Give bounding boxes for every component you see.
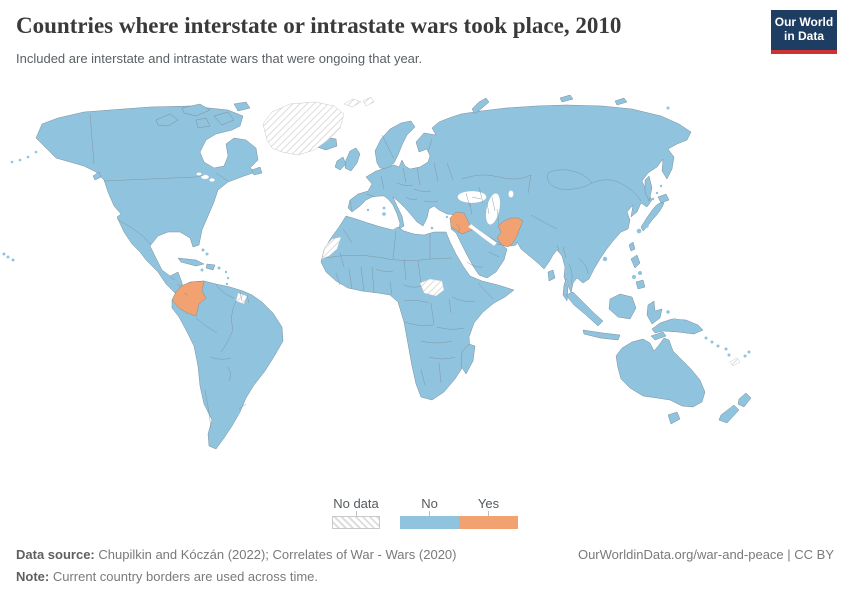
legend-category-no: No <box>400 497 459 529</box>
landmass-south-america[interactable] <box>171 280 284 450</box>
island-severnaya[interactable] <box>559 94 574 103</box>
country-borders-layer <box>89 113 642 429</box>
great-lakes-2 <box>208 177 215 182</box>
island-newfoundland[interactable] <box>251 166 263 176</box>
page-title: Countries where interstate or intrastate… <box>16 13 622 38</box>
owid-logo-line1: Our World <box>774 15 834 29</box>
footer-link[interactable]: OurWorldinData.org/war-and-peace | CC BY <box>577 547 834 562</box>
caspian-sea <box>485 193 501 225</box>
legend-yes-swatch[interactable] <box>459 516 518 529</box>
island-mindanao[interactable] <box>635 279 646 290</box>
region-western-sahara[interactable] <box>321 236 342 260</box>
owid-logo-line2: in Data <box>783 29 824 44</box>
legend-tick <box>488 511 489 516</box>
no-data-layer[interactable] <box>235 96 741 367</box>
note-text: Current country borders are used across … <box>49 569 318 584</box>
page-subtitle: Included are interstate and intrastate w… <box>16 51 423 66</box>
region-greenland[interactable] <box>262 101 345 156</box>
owid-logo-box: Our World in Data <box>771 10 837 50</box>
island-timor[interactable] <box>650 331 667 341</box>
island-vancouver[interactable] <box>92 171 102 181</box>
legend-no-swatch[interactable] <box>400 516 459 529</box>
island-borneo[interactable] <box>608 293 637 320</box>
persian-gulf <box>467 223 498 247</box>
legend-tick <box>355 511 357 516</box>
island-java[interactable] <box>582 329 621 341</box>
countries-yes-layer[interactable] <box>171 211 524 317</box>
island-hispaniola[interactable] <box>205 263 216 271</box>
landmass-north-america[interactable] <box>35 105 259 301</box>
island-taiwan[interactable] <box>628 241 636 252</box>
region-south-sudan[interactable] <box>419 278 445 297</box>
island-sulawesi[interactable] <box>646 300 663 325</box>
island-nz-north[interactable] <box>737 392 752 408</box>
note-label: Note: <box>16 569 50 584</box>
legend-no-data-label: No data <box>333 496 379 511</box>
island-hokkaido[interactable] <box>657 193 670 204</box>
island-new-siberian[interactable] <box>614 97 628 106</box>
island-uk[interactable] <box>344 147 361 172</box>
data-source-label: Data source: <box>16 547 95 562</box>
owid-logo-red-bar <box>771 49 837 54</box>
owid-logo[interactable]: Our World in Data <box>771 10 837 54</box>
aral-sea <box>508 190 514 198</box>
region-svalbard[interactable] <box>343 96 375 108</box>
landmass-australia[interactable] <box>615 337 706 408</box>
island-luzon[interactable] <box>630 254 641 269</box>
island-nz-south[interactable] <box>718 404 740 424</box>
landmass-arctic-islands[interactable] <box>155 101 251 129</box>
footer-note: Note: Current country borders are used a… <box>16 569 318 584</box>
legend-yes-label: Yes <box>477 496 500 511</box>
region-new-caledonia[interactable] <box>729 357 741 367</box>
island-honshu[interactable] <box>640 202 665 232</box>
legend-tick <box>429 511 430 516</box>
island-sumatra[interactable] <box>565 291 604 327</box>
legend-no-data: No data <box>332 497 380 529</box>
legend-no-data-swatch[interactable] <box>332 516 380 529</box>
country-pakistan[interactable] <box>496 217 524 248</box>
island-sri-lanka[interactable] <box>547 269 556 282</box>
small-islands <box>2 106 751 358</box>
island-madagascar[interactable] <box>460 343 476 375</box>
footer-data-source: Data source: Chupilkin and Kóczán (2022)… <box>16 547 457 562</box>
countries-no-layer[interactable] <box>2 94 752 450</box>
island-cuba[interactable] <box>177 257 205 267</box>
landmass-scandinavia[interactable] <box>374 120 416 170</box>
island-ireland[interactable] <box>334 156 347 171</box>
island-novaya-zemlya[interactable] <box>471 97 490 115</box>
island-tasmania[interactable] <box>667 411 681 425</box>
island-sakhalin[interactable] <box>644 175 653 202</box>
island-new-guinea[interactable] <box>651 318 704 335</box>
great-lakes-3 <box>196 172 202 176</box>
legend-categories: No Yes <box>400 497 518 529</box>
legend-category-yes: Yes <box>459 497 518 529</box>
legend-no-label: No <box>421 496 438 511</box>
country-colombia[interactable] <box>171 280 207 317</box>
data-source-text: Chupilkin and Kóczán (2022); Correlates … <box>94 547 457 562</box>
great-lakes <box>200 174 210 180</box>
